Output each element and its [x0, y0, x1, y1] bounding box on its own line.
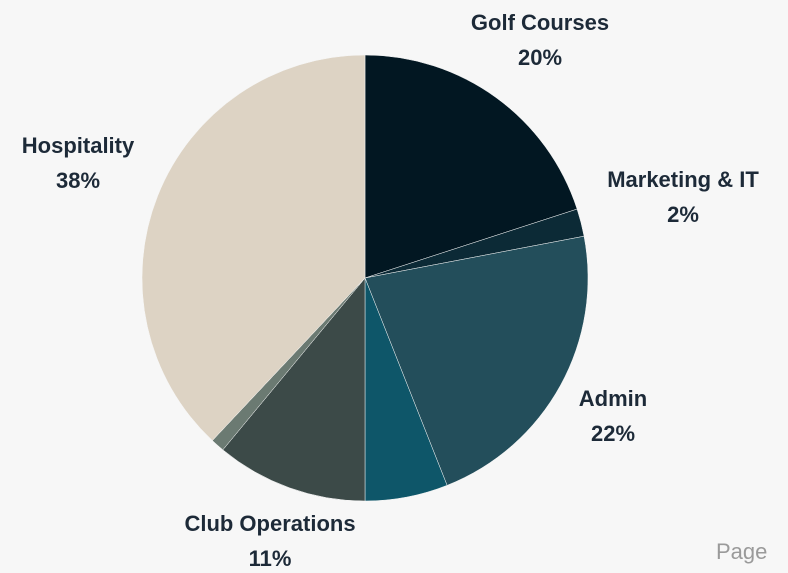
- slice-value: 2%: [667, 202, 699, 227]
- slice-value: 11%: [249, 546, 292, 571]
- slice-label: Marketing & IT: [607, 167, 759, 192]
- slice-value: 38%: [56, 168, 100, 193]
- slice-label: Admin: [579, 386, 647, 411]
- slice-label: Golf Courses: [471, 10, 609, 35]
- pie-slice: [141, 54, 366, 441]
- slice-value: 22%: [591, 421, 635, 446]
- pie-slice: [222, 277, 366, 502]
- pie-slice: [364, 54, 578, 279]
- slice-label: Club Operations: [184, 511, 355, 536]
- slice-label: Hospitality: [22, 133, 135, 158]
- pie-slice: [364, 235, 589, 486]
- slice-value: 20%: [518, 45, 562, 70]
- page-label: Page: [716, 539, 767, 564]
